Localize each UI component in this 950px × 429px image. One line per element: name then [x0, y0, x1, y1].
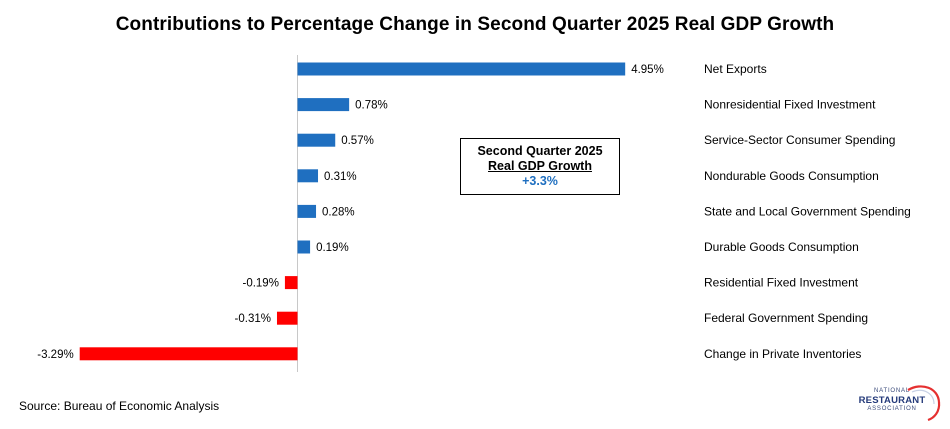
data-label-7: -0.31%	[235, 313, 271, 325]
gdp-growth-callout: Second Quarter 2025 Real GDP Growth +3.3…	[460, 138, 620, 195]
data-label-4: 0.28%	[322, 206, 355, 218]
bar-1	[297, 98, 350, 112]
category-label-5: Durable Goods Consumption	[704, 240, 859, 254]
category-label-1: Nonresidential Fixed Investment	[704, 98, 876, 112]
callout-line-2: Real GDP Growth	[488, 159, 592, 173]
data-label-8: -3.29%	[37, 349, 73, 361]
callout-growth-value: +3.3%	[522, 174, 558, 188]
bar-2	[297, 133, 336, 147]
data-label-3: 0.31%	[324, 171, 357, 183]
data-label-5: 0.19%	[316, 242, 349, 254]
category-label-3: Nondurable Goods Consumption	[704, 169, 879, 183]
data-label-0: 4.95%	[631, 64, 664, 76]
logo-swoosh-icon	[907, 385, 941, 422]
bar-0	[297, 62, 626, 76]
category-label-7: Federal Government Spending	[704, 311, 868, 325]
bar-5	[297, 240, 311, 254]
bar-8	[79, 347, 298, 361]
bar-4	[297, 204, 317, 218]
bar-3	[297, 169, 319, 183]
bar-7	[276, 311, 298, 325]
source-note: Source: Bureau of Economic Analysis	[19, 399, 220, 413]
category-label-4: State and Local Government Spending	[704, 204, 911, 218]
category-label-2: Service-Sector Consumer Spending	[704, 133, 895, 147]
data-label-2: 0.57%	[341, 135, 374, 147]
logo-line-1: NATIONAL	[874, 388, 910, 394]
category-label-8: Change in Private Inventories	[704, 347, 861, 361]
bar-6	[284, 276, 298, 290]
callout-line-1: Second Quarter 2025	[477, 144, 603, 158]
logo-line-2: RESTAURANT	[858, 395, 926, 406]
category-label-0: Net Exports	[704, 62, 767, 76]
nra-logo: NATIONAL RESTAURANT ASSOCIATION	[852, 382, 942, 422]
chart-title: Contributions to Percentage Change in Se…	[115, 14, 835, 35]
category-label-6: Residential Fixed Investment	[704, 276, 859, 290]
data-label-6: -0.19%	[242, 278, 278, 290]
logo-line-3: ASSOCIATION	[867, 406, 917, 412]
data-label-1: 0.78%	[355, 100, 388, 112]
